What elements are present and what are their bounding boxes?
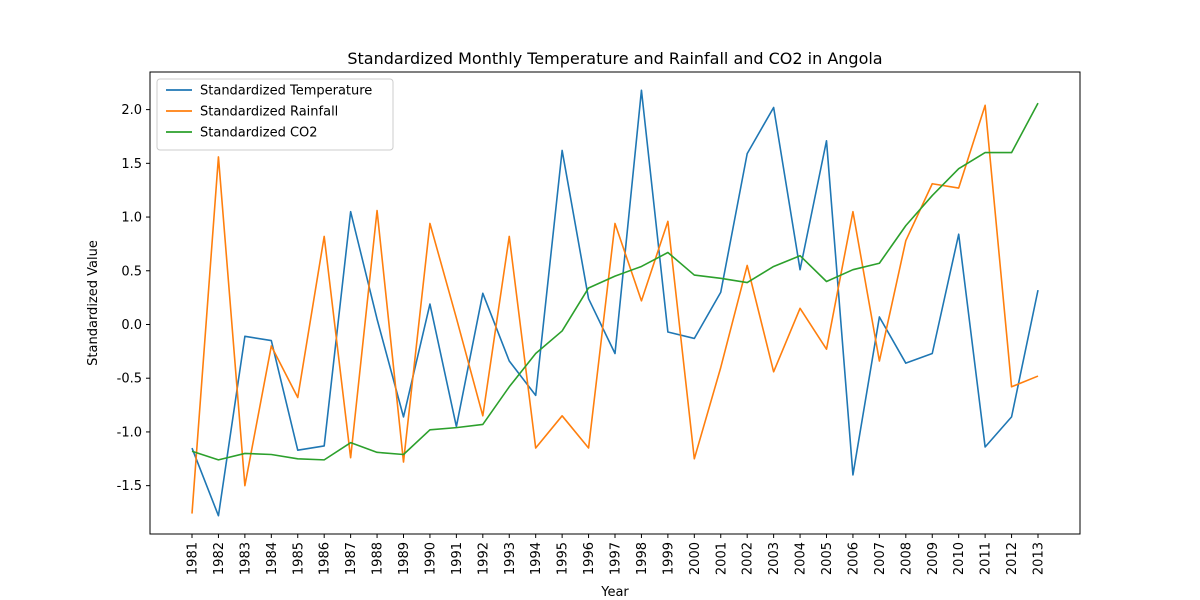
x-tick-label: 1995 <box>556 542 571 575</box>
x-tick-label: 2010 <box>952 542 967 575</box>
series-line-1 <box>191 89 1039 517</box>
x-tick-label: 1986 <box>318 542 333 575</box>
y-tick-label: 0.5 <box>121 264 142 279</box>
x-tick-label: 1996 <box>582 542 597 575</box>
series-line-2 <box>191 104 1039 514</box>
legend-box <box>156 78 394 151</box>
x-tick-label: 2002 <box>741 542 756 575</box>
x-tick-label: 1981 <box>186 542 201 575</box>
x-tick-label: 1982 <box>212 542 227 575</box>
y-axis: -1.5 -1.0 -0.5 0.0 0.5 1.0 1.5 2.0 <box>117 103 150 494</box>
x-axis: 1981 1982 1983 1984 1985 1986 1987 1988 1989 1990… <box>186 534 1047 575</box>
x-tick-label: 1985 <box>291 542 306 575</box>
legend: Standardized Temperature Standardized Rai… <box>156 78 394 151</box>
legend-label-1: Standardized Temperature <box>200 84 372 99</box>
x-tick-label: 2008 <box>899 542 914 575</box>
x-tick-label: 2007 <box>873 542 888 575</box>
chart-title: Standardized Monthly Temperature and Rai… <box>347 49 882 68</box>
y-tick-label: 1.5 <box>121 157 142 172</box>
y-tick-label: 0.0 <box>121 318 142 333</box>
x-tick-label: 2006 <box>846 542 861 575</box>
x-tick-label: 1992 <box>476 542 491 575</box>
y-tick-label: 2.0 <box>121 103 142 118</box>
x-tick-label: 2001 <box>714 542 729 575</box>
x-tick-label: 1987 <box>344 542 359 575</box>
x-tick-label: 2013 <box>1032 542 1047 575</box>
x-tick-label: 1999 <box>661 542 676 575</box>
x-tick-label: 2012 <box>1005 542 1020 575</box>
x-tick-label: 1988 <box>371 542 386 575</box>
x-axis-label: Year <box>600 585 629 600</box>
y-tick-label: 1.0 <box>121 211 142 226</box>
y-tick-label: -0.5 <box>117 372 142 387</box>
y-tick-label: -1.0 <box>117 425 142 440</box>
x-tick-label: 1991 <box>450 542 465 575</box>
x-tick-label: 1989 <box>397 542 412 575</box>
x-tick-label: 2003 <box>767 542 782 575</box>
x-tick-label: 1994 <box>529 542 544 575</box>
x-tick-label: 2011 <box>979 542 994 575</box>
x-tick-label: 1984 <box>265 542 280 575</box>
plot-series-group <box>191 89 1039 517</box>
x-tick-label: 1983 <box>238 542 253 575</box>
x-tick-label: 1993 <box>503 542 518 575</box>
x-tick-label: 2000 <box>688 542 703 575</box>
x-tick-label: 1998 <box>635 542 650 575</box>
x-tick-label: 2004 <box>794 542 809 575</box>
legend-label-3: Standardized CO2 <box>200 126 318 141</box>
series-line-3 <box>191 102 1039 461</box>
legend-label-2: Standardized Rainfall <box>200 105 338 120</box>
x-tick-label: 2009 <box>926 542 941 575</box>
y-axis-label: Standardized Value <box>86 240 101 366</box>
y-tick-label: -1.5 <box>117 479 142 494</box>
x-tick-label: 1997 <box>609 542 624 575</box>
x-tick-label: 2005 <box>820 542 835 575</box>
x-tick-label: 1990 <box>423 542 438 575</box>
